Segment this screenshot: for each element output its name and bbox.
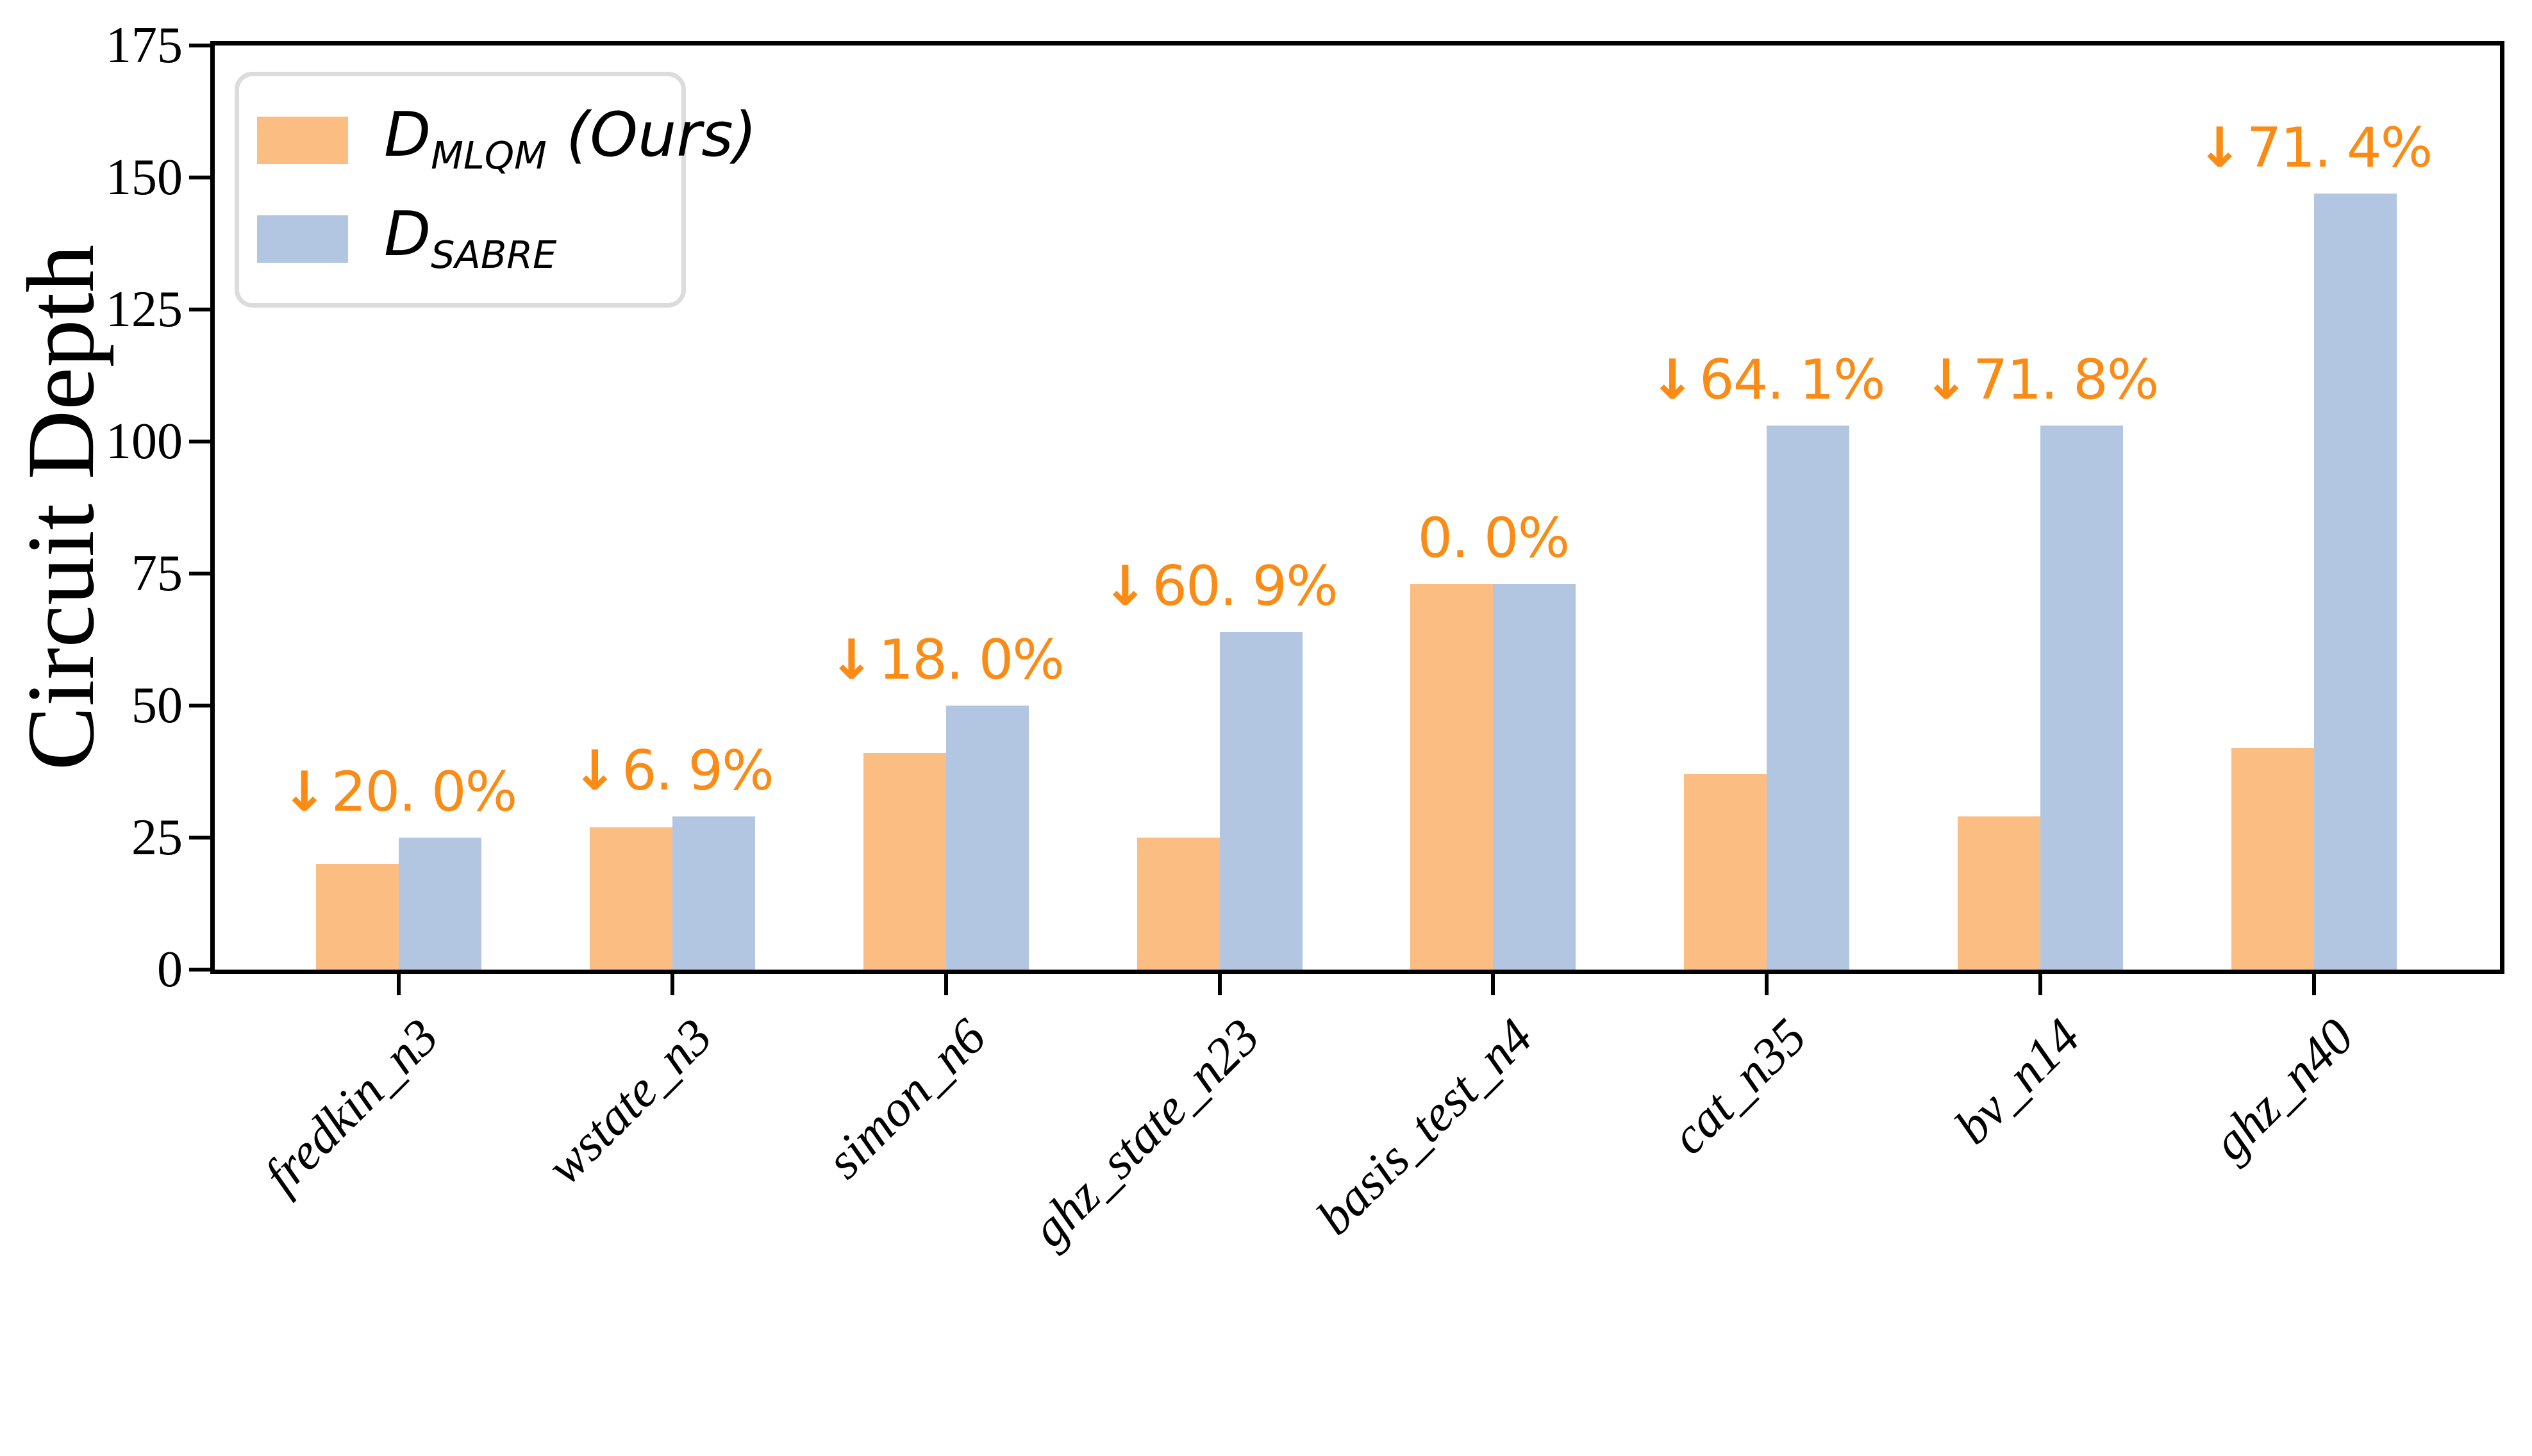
bar-mlqm-ghz_n40	[2231, 747, 2314, 970]
legend-suffix: (Ours)	[546, 100, 757, 171]
annotation-ghz_state_n23: ↓60. 9%	[1102, 559, 1338, 614]
y-tick-label-175: 175	[106, 17, 183, 74]
legend-item-mlqm: DMLQM (Ours)	[257, 105, 757, 175]
x-tick-fredkin_n3	[397, 974, 401, 995]
plot-area: ↓20. 0% ↓6. 9% ↓18. 0% ↓60. 9% 0. 0% ↓64. 1% ↓…	[215, 46, 2500, 970]
annotation-ghz_n40: ↓71. 4%	[2197, 120, 2433, 176]
x-tick-wstate_n3	[670, 974, 674, 995]
bar-mlqm-cat_n35	[1684, 774, 1767, 970]
bar-sabre-wstate_n3	[672, 816, 755, 970]
x-tick-ghz_n40	[2311, 974, 2316, 995]
bar-sabre-cat_n35	[1767, 426, 1850, 970]
annotation-fredkin_n3: ↓20. 0%	[281, 765, 518, 820]
x-tick-cat_n35	[1765, 974, 1769, 995]
annotation-cat_n35: ↓64. 1%	[1649, 352, 1886, 408]
x-tick-ghz_state_n23	[1217, 974, 1222, 995]
bar-sabre-fredkin_n3	[399, 838, 481, 970]
reduction-percent-text: 0. 0%	[1417, 506, 1570, 571]
bar-chart-figure: Circuit Depth 0 25 50 75 100 125 150 175 fredkin…	[8, 17, 2504, 1258]
legend-swatch-sabre	[257, 215, 348, 263]
y-tick-125	[189, 308, 210, 311]
y-tick-label-125: 125	[106, 281, 183, 338]
down-arrow-icon: ↓	[828, 628, 875, 692]
legend-symbol: D	[384, 100, 431, 171]
bar-sabre-ghz_n40	[2313, 193, 2397, 970]
x-tick-simon_n6	[944, 974, 948, 995]
bar-mlqm-wstate_n3	[589, 827, 672, 970]
bar-mlqm-ghz_state_n23	[1137, 838, 1220, 970]
bar-sabre-simon_n6	[945, 706, 1029, 970]
annotation-simon_n6: ↓18. 0%	[828, 633, 1065, 688]
y-tick-label-25: 25	[131, 809, 183, 866]
reduction-percent-text: 71. 8%	[1972, 348, 2160, 413]
y-tick-0	[189, 968, 210, 972]
y-tick-150	[189, 176, 210, 179]
bar-mlqm-bv_n14	[1958, 816, 2041, 970]
y-tick-50	[189, 704, 210, 707]
reduction-percent-text: 6. 9%	[621, 739, 774, 804]
bar-sabre-basis_test_n4	[1493, 584, 1576, 970]
legend-subscript: MLQM	[431, 133, 547, 178]
reduction-percent-text: 60. 9%	[1152, 554, 1338, 618]
reduction-percent-text: 18. 0%	[878, 628, 1065, 692]
y-tick-175	[189, 44, 210, 47]
legend-subscript: SABRE	[431, 232, 557, 277]
bar-sabre-bv_n14	[2040, 426, 2124, 970]
y-tick-label-50: 50	[131, 677, 183, 734]
y-tick-label-75: 75	[131, 545, 183, 602]
reduction-percent-text: 64. 1%	[1699, 348, 1886, 413]
legend-label-sabre: DSABRE	[384, 204, 556, 274]
y-tick-label-0: 0	[157, 941, 183, 998]
bar-mlqm-simon_n6	[863, 753, 946, 970]
y-tick-25	[189, 836, 210, 840]
down-arrow-icon: ↓	[571, 739, 618, 804]
annotation-basis_test_n4: 0. 0%	[1418, 511, 1570, 566]
y-tick-75	[189, 572, 210, 575]
down-arrow-icon: ↓	[1649, 348, 1696, 413]
annotation-bv_n14: ↓71. 8%	[1923, 352, 2160, 408]
y-tick-100	[189, 440, 210, 443]
bar-mlqm-fredkin_n3	[316, 864, 399, 970]
down-arrow-icon: ↓	[1102, 554, 1149, 618]
x-tick-basis_test_n4	[1491, 974, 1495, 995]
reduction-percent-text: 71. 4%	[2246, 115, 2433, 180]
down-arrow-icon: ↓	[281, 760, 328, 824]
legend: DMLQM (Ours) DSABRE	[235, 72, 757, 308]
down-arrow-icon: ↓	[2196, 115, 2243, 180]
y-tick-label-150: 150	[106, 149, 183, 206]
y-tick-label-100: 100	[106, 413, 183, 470]
x-tick-label-fredkin_n3: fredkin_n3	[253, 1008, 449, 1204]
bar-mlqm-basis_test_n4	[1410, 584, 1494, 970]
reduction-percent-text: 20. 0%	[331, 760, 518, 824]
legend-item-sabre: DSABRE	[257, 204, 681, 274]
annotation-wstate_n3: ↓6. 9%	[572, 743, 774, 798]
down-arrow-icon: ↓	[1922, 348, 1969, 413]
x-tick-bv_n14	[2038, 974, 2043, 995]
legend-symbol: D	[384, 199, 431, 270]
bar-sabre-ghz_state_n23	[1219, 631, 1303, 970]
legend-label-mlqm: DMLQM (Ours)	[384, 105, 757, 175]
legend-swatch-mlqm	[257, 116, 348, 164]
